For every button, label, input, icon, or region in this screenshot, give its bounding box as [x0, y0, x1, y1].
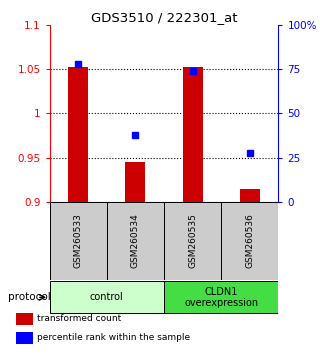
Bar	[125, 162, 145, 202]
Title: GDS3510 / 222301_at: GDS3510 / 222301_at	[91, 11, 237, 24]
Bar	[221, 202, 278, 280]
Bar	[50, 202, 107, 280]
Bar	[16, 313, 33, 325]
Bar	[68, 67, 88, 202]
Text: GSM260534: GSM260534	[131, 213, 140, 268]
Bar	[164, 202, 221, 280]
Text: CLDN1
overexpression: CLDN1 overexpression	[184, 286, 258, 308]
Bar	[164, 281, 278, 313]
Bar	[240, 188, 260, 202]
Bar	[107, 202, 164, 280]
Text: transformed count: transformed count	[37, 314, 121, 323]
Text: protocol: protocol	[8, 292, 51, 302]
Bar	[16, 332, 33, 344]
Text: control: control	[90, 292, 124, 302]
Text: percentile rank within the sample: percentile rank within the sample	[37, 333, 190, 342]
Bar	[50, 281, 164, 313]
Text: GSM260533: GSM260533	[74, 213, 83, 268]
Bar	[183, 67, 203, 202]
Text: GSM260536: GSM260536	[245, 213, 254, 268]
Text: GSM260535: GSM260535	[188, 213, 197, 268]
